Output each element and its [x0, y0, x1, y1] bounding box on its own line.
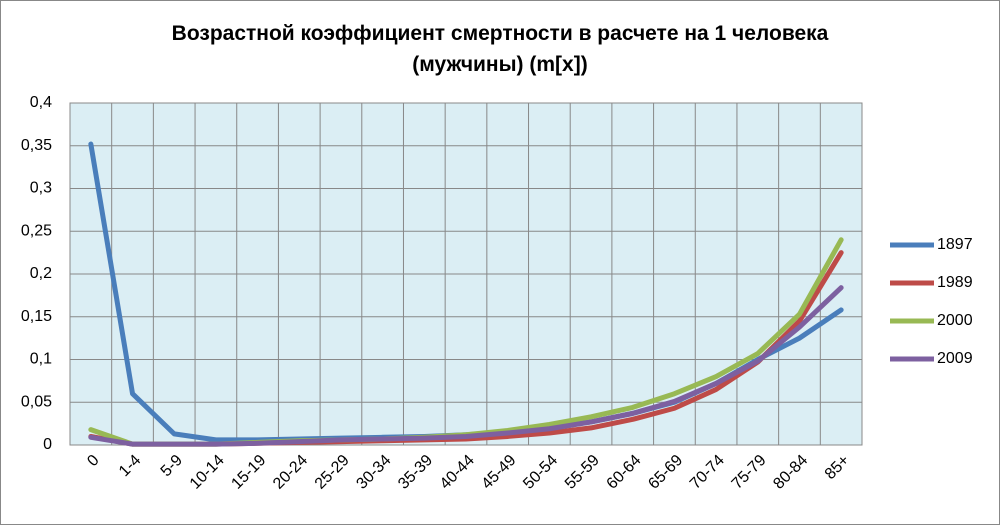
y-tick-label: 0: [43, 436, 52, 453]
series-line: [88, 285, 844, 447]
legend-label: 2009: [937, 350, 973, 367]
y-tick-label: 0,2: [30, 265, 52, 282]
y-tick-label: 0,3: [30, 180, 52, 197]
y-tick-label: 0,1: [30, 351, 52, 368]
legend-label: 1897: [937, 236, 973, 253]
legend-label: 2000: [937, 312, 973, 329]
y-tick-label: 0,25: [21, 222, 52, 239]
y-tick-label: 0,35: [21, 137, 52, 154]
y-tick-label: 0,15: [21, 308, 52, 325]
y-tick-label: 0,4: [30, 94, 52, 111]
plot-border: [69, 102, 863, 446]
legend-label: 1989: [937, 274, 973, 291]
chart-title: Возрастной коэффициент смертности в расч…: [171, 22, 829, 76]
y-tick-label: 0,05: [21, 393, 52, 410]
